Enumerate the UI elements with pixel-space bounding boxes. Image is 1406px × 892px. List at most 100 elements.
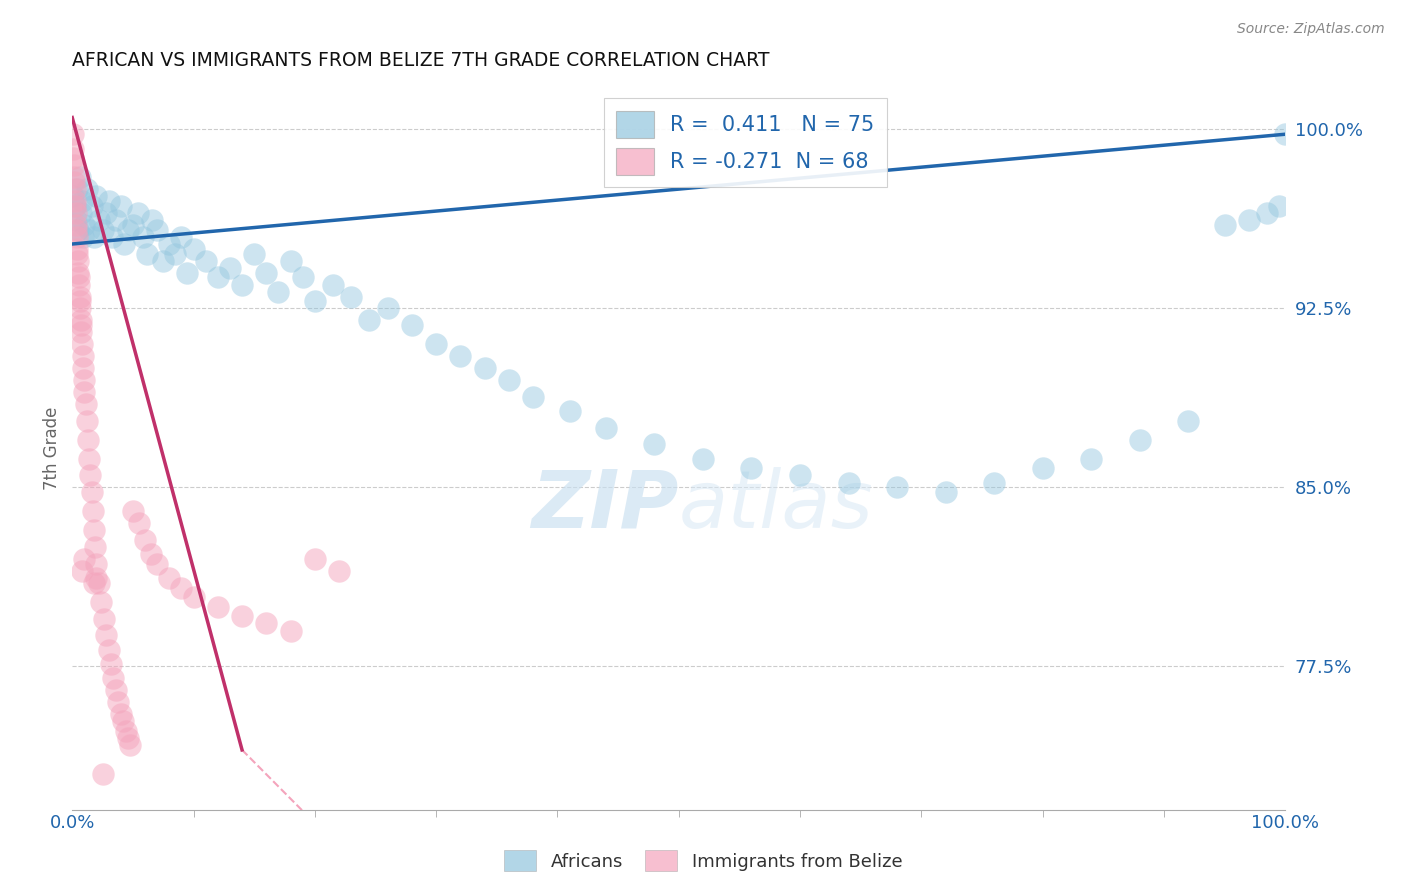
Immigrants from Belize — [207, 599, 229, 614]
Immigrants from Belize — [66, 253, 89, 268]
Point — [91, 766, 114, 780]
Africans — [183, 242, 205, 256]
Immigrants from Belize — [62, 151, 84, 165]
Africans — [740, 461, 762, 475]
Immigrants from Belize — [139, 547, 162, 561]
Africans — [86, 189, 108, 203]
Africans — [72, 230, 94, 244]
Africans — [1237, 213, 1260, 227]
Africans — [165, 246, 187, 260]
Immigrants from Belize — [103, 671, 125, 685]
Africans — [322, 277, 344, 292]
Africans — [73, 218, 96, 232]
Africans — [1256, 206, 1278, 220]
Africans — [65, 213, 87, 227]
Africans — [194, 253, 217, 268]
Africans — [131, 230, 153, 244]
Africans — [935, 485, 957, 500]
Immigrants from Belize — [65, 206, 87, 220]
Immigrants from Belize — [100, 657, 122, 671]
Africans — [1129, 433, 1152, 447]
Immigrants from Belize — [90, 595, 112, 609]
Point — [73, 552, 96, 566]
Africans — [558, 404, 581, 418]
Africans — [157, 237, 180, 252]
Immigrants from Belize — [62, 127, 84, 141]
Africans — [127, 206, 149, 220]
Africans — [96, 206, 118, 220]
Africans — [69, 206, 91, 220]
Text: Source: ZipAtlas.com: Source: ZipAtlas.com — [1237, 22, 1385, 37]
Immigrants from Belize — [69, 313, 91, 327]
Immigrants from Belize — [84, 540, 107, 554]
Africans — [1274, 127, 1296, 141]
Africans — [112, 237, 135, 252]
Africans — [1213, 218, 1236, 232]
Immigrants from Belize — [70, 318, 93, 333]
Immigrants from Belize — [63, 194, 86, 208]
Africans — [359, 313, 381, 327]
Legend: Africans, Immigrants from Belize: Africans, Immigrants from Belize — [496, 843, 910, 879]
Immigrants from Belize — [63, 175, 86, 189]
Africans — [70, 194, 93, 208]
Africans — [152, 253, 174, 268]
Africans — [1177, 414, 1199, 428]
Africans — [87, 213, 110, 227]
Africans — [117, 222, 139, 236]
Immigrants from Belize — [75, 397, 97, 411]
Africans — [498, 373, 520, 387]
Immigrants from Belize — [72, 349, 94, 363]
Immigrants from Belize — [69, 289, 91, 303]
Africans — [170, 230, 193, 244]
Immigrants from Belize — [107, 695, 129, 709]
Immigrants from Belize — [328, 564, 350, 578]
Immigrants from Belize — [93, 612, 115, 626]
Immigrants from Belize — [87, 575, 110, 590]
Immigrants from Belize — [63, 170, 86, 185]
Africans — [207, 270, 229, 285]
Immigrants from Belize — [117, 731, 139, 745]
Immigrants from Belize — [70, 337, 93, 351]
Africans — [425, 337, 447, 351]
Africans — [146, 222, 169, 236]
Immigrants from Belize — [77, 433, 100, 447]
Immigrants from Belize — [69, 301, 91, 316]
Africans — [474, 361, 496, 376]
Immigrants from Belize — [70, 326, 93, 340]
Immigrants from Belize — [67, 266, 90, 280]
Africans — [62, 189, 84, 203]
Africans — [243, 246, 266, 260]
Africans — [76, 182, 98, 196]
Africans — [254, 266, 277, 280]
Text: atlas: atlas — [679, 467, 873, 545]
Africans — [101, 230, 124, 244]
Immigrants from Belize — [66, 242, 89, 256]
Immigrants from Belize — [104, 683, 127, 698]
Africans — [837, 475, 859, 490]
Immigrants from Belize — [231, 609, 253, 624]
Africans — [69, 170, 91, 185]
Immigrants from Belize — [66, 230, 89, 244]
Africans — [643, 437, 665, 451]
Immigrants from Belize — [63, 182, 86, 196]
Immigrants from Belize — [77, 451, 100, 466]
Africans — [886, 480, 908, 494]
Africans — [77, 222, 100, 236]
Africans — [136, 246, 159, 260]
Immigrants from Belize — [80, 485, 103, 500]
Immigrants from Belize — [128, 516, 150, 531]
Immigrants from Belize — [65, 218, 87, 232]
Immigrants from Belize — [76, 414, 98, 428]
Immigrants from Belize — [67, 277, 90, 292]
Immigrants from Belize — [110, 707, 132, 722]
Africans — [66, 182, 89, 196]
Africans — [291, 270, 314, 285]
Africans — [104, 213, 127, 227]
Africans — [595, 421, 617, 435]
Text: ZIP: ZIP — [531, 467, 679, 545]
Africans — [83, 230, 105, 244]
Immigrants from Belize — [280, 624, 302, 638]
Immigrants from Belize — [146, 557, 169, 571]
Africans — [91, 222, 114, 236]
Immigrants from Belize — [66, 246, 89, 260]
